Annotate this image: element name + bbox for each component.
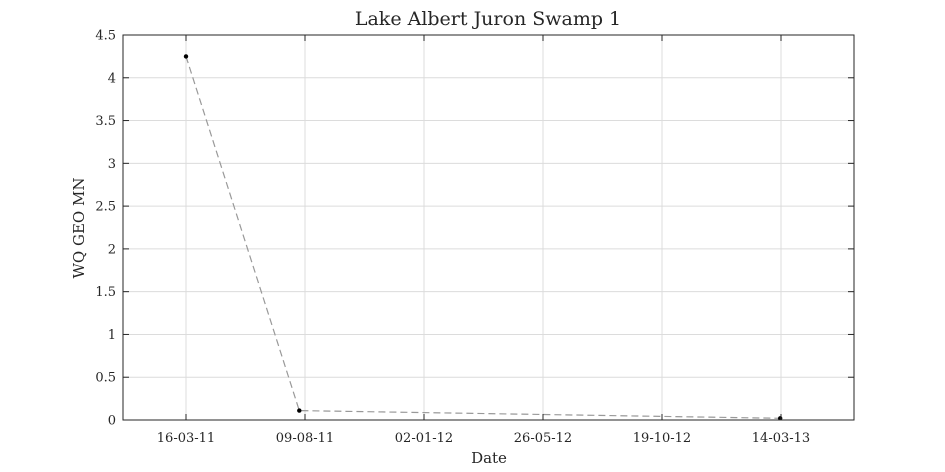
y-tick-label: 0: [108, 414, 116, 429]
x-tick-label: 14-03-13: [752, 431, 810, 446]
y-axis-label: WQ GEO MN: [70, 178, 88, 279]
x-tick-label: 16-03-11: [157, 431, 215, 446]
y-tick-label: 2.5: [95, 200, 116, 215]
axis-ticks: 16-03-11 09-08-11 02-01-12 26-05-12 19-10-12…: [95, 29, 854, 446]
y-tick-label: 1.5: [95, 285, 116, 300]
data-point: [183, 54, 189, 59]
data-point: [297, 408, 302, 413]
chart-title: Lake Albert Juron Swamp 1: [355, 8, 621, 30]
x-axis-label: Date: [471, 449, 507, 467]
y-tick-label: 4.5: [95, 29, 116, 44]
plot-background: [123, 35, 854, 420]
x-tick-label: 26-05-12: [514, 431, 572, 446]
y-tick-label: 3.5: [95, 114, 116, 129]
grid: [123, 34, 854, 421]
y-tick-label: 2: [108, 242, 116, 257]
y-tick-label: 4: [108, 71, 116, 86]
y-tick-label: 0.5: [95, 371, 116, 386]
y-tick-label: 1: [108, 328, 116, 343]
y-tick-label: 3: [108, 157, 116, 172]
x-tick-label: 09-08-11: [276, 431, 334, 446]
plot-frame: [122, 34, 855, 421]
series-line: [185, 56, 781, 419]
x-tick-label: 02-01-12: [395, 431, 453, 446]
x-tick-label: 19-10-12: [633, 431, 691, 446]
